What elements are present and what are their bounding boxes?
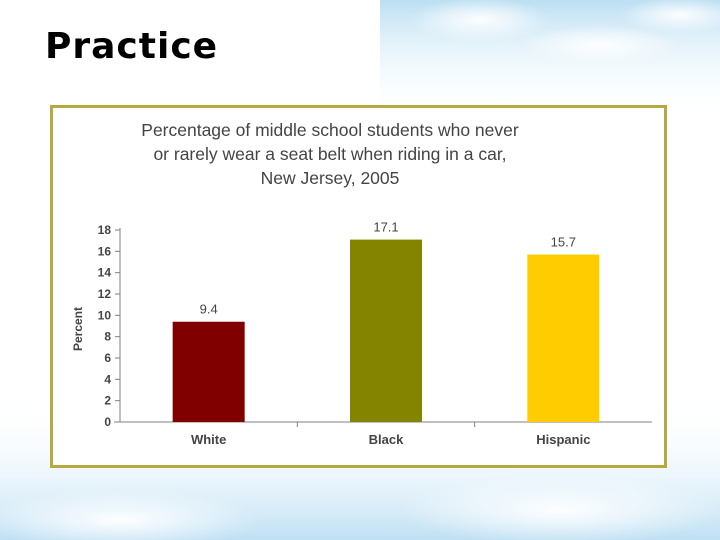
chart-title-line-1: Percentage of middle school students who… (141, 120, 519, 140)
data-label-white: 9.4 (200, 302, 218, 317)
category-label-hispanic: Hispanic (536, 432, 590, 447)
slide-title: Practice (45, 26, 219, 67)
data-label-black: 17.1 (373, 220, 398, 235)
bar-black (350, 239, 422, 422)
bar-hispanic (527, 254, 600, 422)
category-label-white: White (191, 432, 226, 447)
category-label-black: Black (369, 432, 404, 447)
y-tick-label: 2 (104, 394, 111, 408)
y-tick-label: 12 (98, 287, 112, 301)
y-tick-label: 6 (104, 351, 111, 365)
chart-title-line-3: New Jersey, 2005 (260, 168, 400, 188)
y-tick-label: 0 (104, 415, 111, 429)
data-label-hispanic: 15.7 (551, 235, 576, 250)
bar-white (172, 321, 245, 422)
y-tick-label: 18 (98, 223, 112, 237)
chart-title: Percentage of middle school students who… (70, 118, 590, 190)
y-axis-label: Percent (71, 307, 85, 351)
y-tick-label: 8 (104, 330, 111, 344)
y-tick-label: 4 (104, 372, 111, 386)
y-tick-label: 14 (98, 266, 112, 280)
y-tick-label: 10 (98, 308, 112, 322)
chart-title-line-2: or rarely wear a seat belt when riding i… (153, 144, 507, 164)
y-tick-label: 16 (98, 244, 112, 258)
